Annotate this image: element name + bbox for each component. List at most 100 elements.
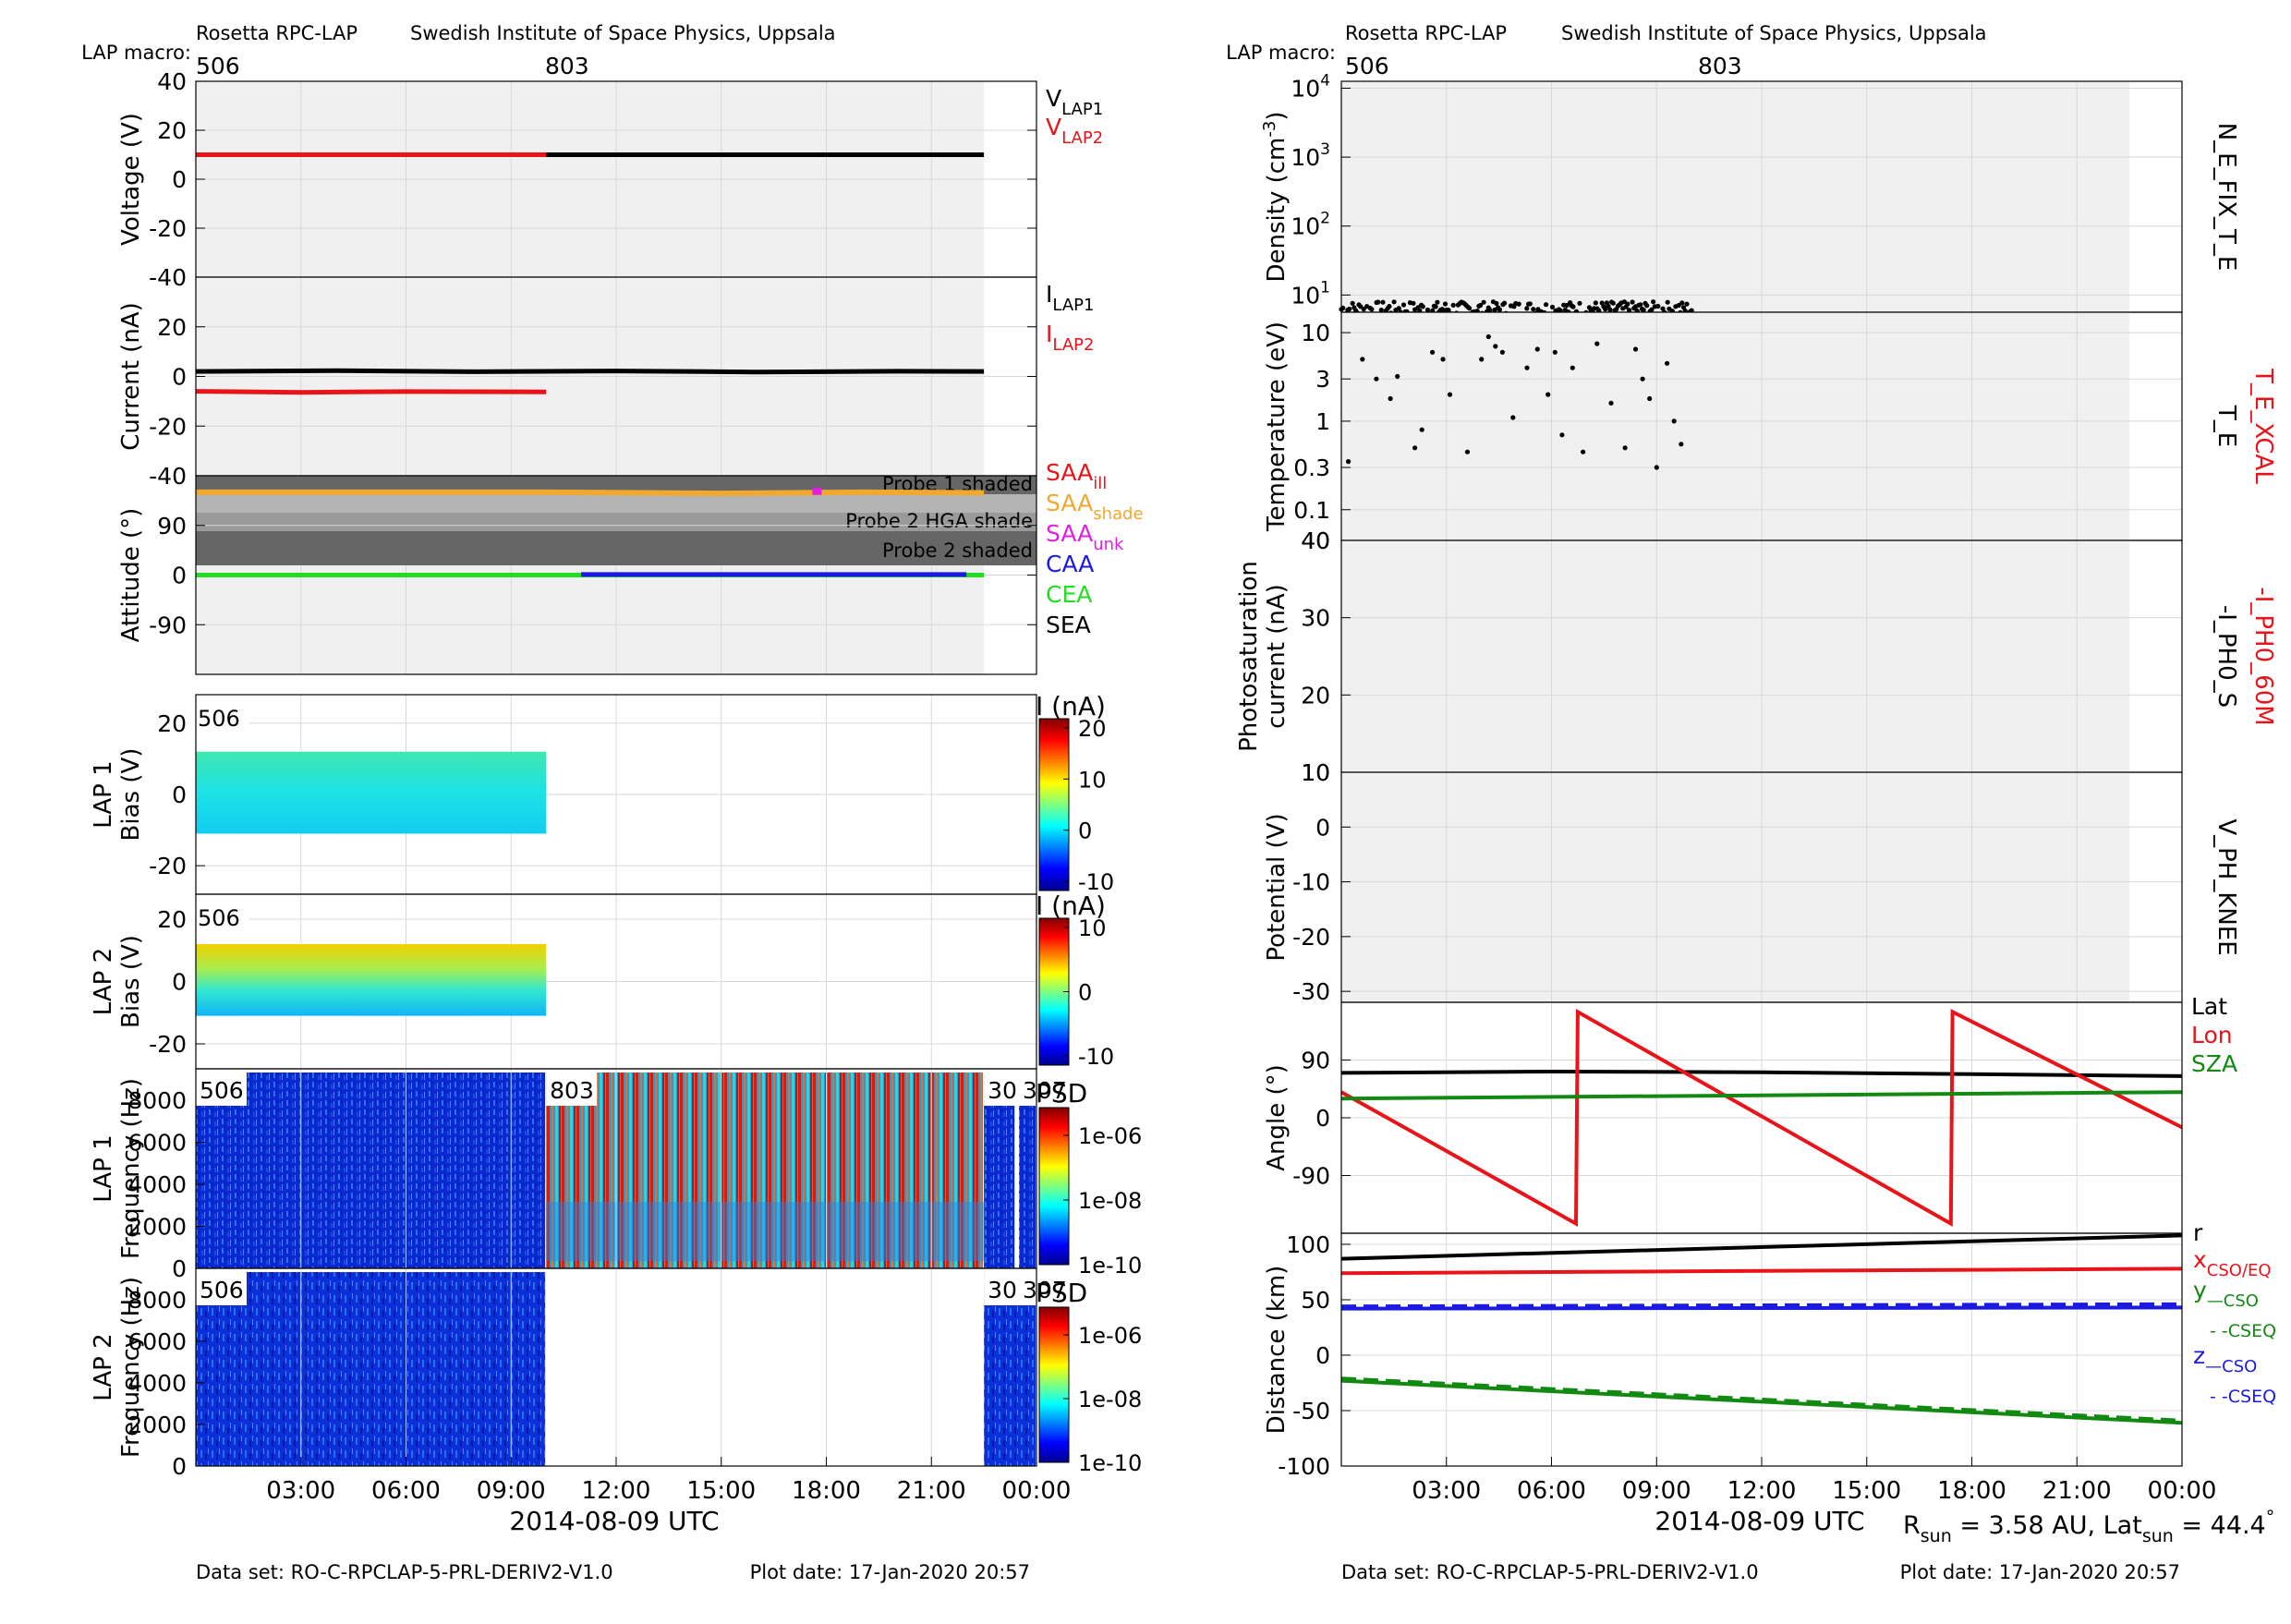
temperature-point — [1632, 346, 1639, 352]
legend-item-i: ILAP1 — [1046, 281, 1094, 315]
x-tick-label: 12:00 — [582, 1477, 651, 1505]
header-macro: 803 — [1698, 53, 1742, 79]
y-axis-label: Temperature (eV) — [1263, 321, 1291, 532]
y-tick-label: -90 — [1292, 1163, 1330, 1190]
y-axis-label-text: Distance (km) — [1263, 1266, 1291, 1435]
density-point — [1593, 300, 1598, 306]
density-point — [1665, 299, 1670, 305]
temperature-point — [1447, 392, 1453, 397]
y-axis-label: current (nA) — [1263, 584, 1291, 729]
y-axis-label: Frequency (Hz) — [117, 1277, 145, 1458]
y-tick-label: -20 — [1292, 924, 1330, 951]
temperature-point — [1374, 376, 1379, 382]
colorbar-tick-label: 10 — [1078, 767, 1107, 793]
y-tick-label: -100 — [1278, 1453, 1330, 1480]
legend-item-x: xCSO/EQ — [2193, 1246, 2272, 1280]
y-tick-label: 40 — [1301, 527, 1330, 554]
density-point — [1625, 301, 1630, 307]
y-axis-label-text: Current (nA) — [117, 302, 145, 450]
shade-band — [196, 513, 1036, 531]
y-tick-label: -10 — [1292, 869, 1330, 896]
side-label: -I_PH0_S — [2212, 605, 2240, 708]
y-tick-label: 40 — [1301, 527, 1330, 554]
side-label: -I_PH0_60M — [2249, 587, 2277, 725]
y-axis-label-text: LAP 2 — [90, 1333, 117, 1400]
legend-item-z: z—CSO — [2193, 1342, 2257, 1376]
temperature-point — [1654, 465, 1659, 470]
band-label: Probe 2 shaded — [882, 539, 1033, 562]
density-point — [1400, 302, 1407, 308]
y-tick-label: 104 — [1291, 71, 1330, 102]
header-macro: 506 — [1345, 53, 1389, 79]
macro-label: 803 — [550, 1077, 594, 1104]
temperature-point — [1608, 400, 1614, 406]
sun-info-part: R — [1903, 1511, 1921, 1540]
temperature-point — [1479, 357, 1485, 362]
density-point — [1350, 300, 1355, 306]
density-point — [1610, 300, 1616, 306]
y-axis-label-text: Angle (°) — [1263, 1064, 1291, 1171]
density-point — [1684, 301, 1690, 307]
colorbar-tick-label: 1e-06 — [1078, 1123, 1142, 1149]
label-base: y — [2193, 1277, 2207, 1303]
y-axis-label: LAP 1 — [90, 1134, 117, 1202]
label-sub: —CSO — [2205, 1357, 2257, 1376]
density-point — [1502, 300, 1508, 306]
temperature-point — [1419, 427, 1424, 432]
density-point — [1391, 299, 1397, 305]
legend-item-lat: Lat — [2191, 993, 2227, 1020]
y-axis-label-text: Temperature (eV) — [1263, 321, 1291, 532]
macro-label-box — [196, 702, 249, 732]
panel-frame — [195, 475, 1037, 675]
y-axis-label: Distance (km) — [1263, 1266, 1291, 1435]
y-tick-label: 0.1 — [1293, 497, 1330, 524]
tick-exponent: 3 — [1320, 140, 1330, 159]
y-axis-label: Angle (°) — [1263, 1064, 1291, 1171]
density-point — [1549, 304, 1556, 309]
y-tick-label: 10 — [1301, 320, 1330, 346]
y-axis-label: Attitude (°) — [117, 508, 145, 643]
y-tick-label: 10 — [1301, 759, 1330, 786]
header-instrument: Rosetta RPC-LAP — [196, 22, 358, 44]
temperature-point — [1622, 445, 1628, 451]
data-coverage-shade — [1341, 772, 2130, 1002]
x-tick-label: 09:00 — [477, 1477, 546, 1505]
y-axis-label-text: LAP 2 — [90, 948, 117, 1015]
macro-label-box — [196, 1272, 247, 1305]
y-axis-label-text: Voltage (V) — [117, 113, 145, 246]
y-tick-label: 20 — [157, 710, 187, 737]
density-point — [1660, 306, 1666, 311]
label-sub: —CSO — [2207, 1291, 2259, 1311]
legend-item-sea: SEA — [1046, 612, 1091, 638]
temperature-point — [1679, 442, 1684, 447]
series-lon — [1340, 1008, 2183, 1228]
colorbar-tick-label: 0 — [1078, 980, 1092, 1006]
label-base: SEA — [1046, 612, 1091, 638]
temperature-point — [1524, 365, 1530, 370]
temperature-point — [1640, 376, 1645, 382]
y-tick-label: 6000 — [127, 1130, 187, 1157]
x-tick-label: 06:00 — [371, 1477, 441, 1505]
macro-label: 506 — [198, 706, 240, 732]
header-macro-label: LAP macro: — [81, 42, 191, 64]
macro-label: 506 — [200, 1077, 244, 1104]
temperature-point — [1671, 418, 1677, 424]
series-ilap2 — [195, 389, 547, 395]
x-tick-label: 00:00 — [1002, 1477, 1072, 1505]
density-point — [1596, 308, 1602, 313]
density-point — [1644, 303, 1650, 309]
x-tick-label: 15:00 — [686, 1477, 756, 1505]
colorbar-tick-label: 1e-08 — [1078, 1188, 1142, 1214]
y-tick-label: 0 — [172, 364, 187, 391]
temperature-point — [1665, 360, 1670, 366]
temperature-point — [1581, 449, 1586, 454]
temperature-point — [1493, 344, 1498, 349]
legend-item-r: r — [2193, 1219, 2203, 1246]
spectrogram-segment — [196, 1073, 546, 1268]
label-base: CEA — [1046, 581, 1092, 608]
y-tick-label: 0 — [1315, 1105, 1330, 1132]
sweep-heatmap — [196, 944, 547, 1016]
